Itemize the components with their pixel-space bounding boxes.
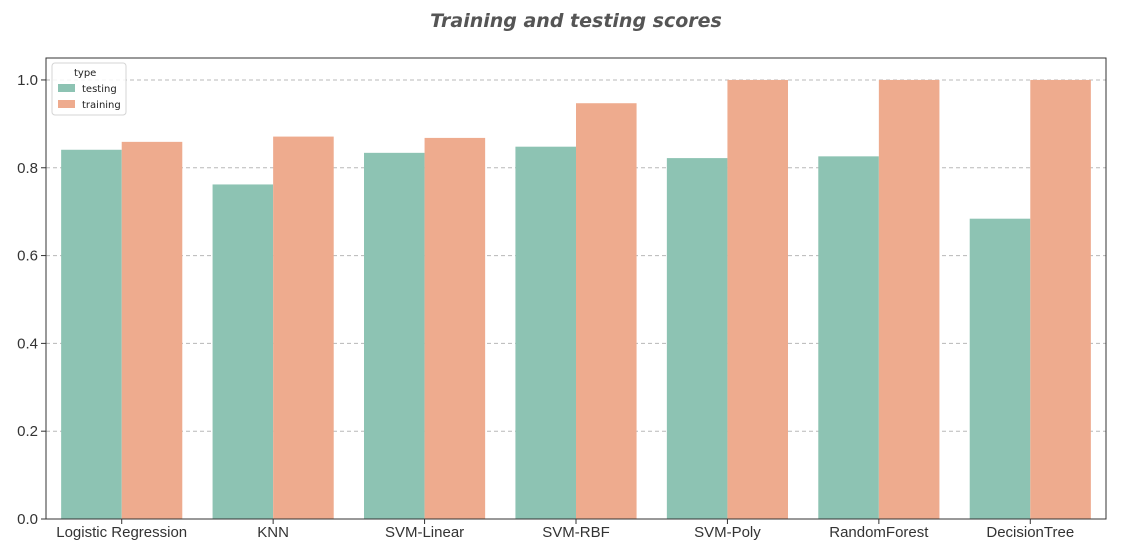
bar-testing bbox=[61, 149, 122, 519]
x-tick-label: KNN bbox=[257, 524, 289, 541]
y-axis: 0.0 0.2 0.4 0.6 0.8 1.0 bbox=[17, 72, 46, 528]
legend-label-testing: testing bbox=[82, 84, 117, 95]
x-tick-label: RandomForest bbox=[829, 524, 929, 541]
x-tick-label: Logistic Regression bbox=[56, 524, 187, 541]
bar-training bbox=[878, 79, 940, 519]
bar-testing bbox=[666, 158, 728, 520]
bar-testing bbox=[515, 146, 576, 519]
bar-testing bbox=[969, 218, 1031, 520]
x-tick-label: SVM-Linear bbox=[385, 524, 464, 541]
chart-title: Training and testing scores bbox=[430, 10, 722, 32]
legend-title: type bbox=[74, 68, 96, 79]
bar-training bbox=[121, 141, 183, 519]
bars bbox=[61, 79, 1091, 520]
bar-training bbox=[1030, 79, 1091, 519]
y-tick-label: 0.0 bbox=[17, 511, 38, 528]
bar-testing bbox=[212, 184, 274, 519]
y-tick-label: 0.6 bbox=[17, 248, 38, 265]
x-tick-label: SVM-Poly bbox=[694, 524, 761, 541]
legend: type testing training bbox=[51, 62, 127, 116]
bar-testing bbox=[818, 156, 879, 519]
bar-training bbox=[727, 79, 788, 519]
bar-training bbox=[273, 136, 334, 519]
y-tick-label: 0.4 bbox=[17, 335, 38, 352]
legend-swatch-testing bbox=[58, 84, 75, 92]
legend-label-training: training bbox=[82, 100, 121, 111]
x-tick-label: SVM-RBF bbox=[542, 524, 610, 541]
x-tick-label: DecisionTree bbox=[986, 524, 1074, 541]
legend-swatch-training bbox=[58, 100, 75, 108]
y-tick-label: 0.8 bbox=[17, 160, 38, 177]
bar-testing bbox=[364, 152, 425, 519]
y-tick-label: 0.2 bbox=[17, 423, 38, 440]
x-axis: Logistic Regression KNN SVM-Linear SVM-RBF S… bbox=[56, 519, 1074, 541]
y-tick-label: 1.0 bbox=[17, 72, 38, 89]
bar-training bbox=[576, 103, 637, 520]
bar-training bbox=[424, 137, 486, 519]
